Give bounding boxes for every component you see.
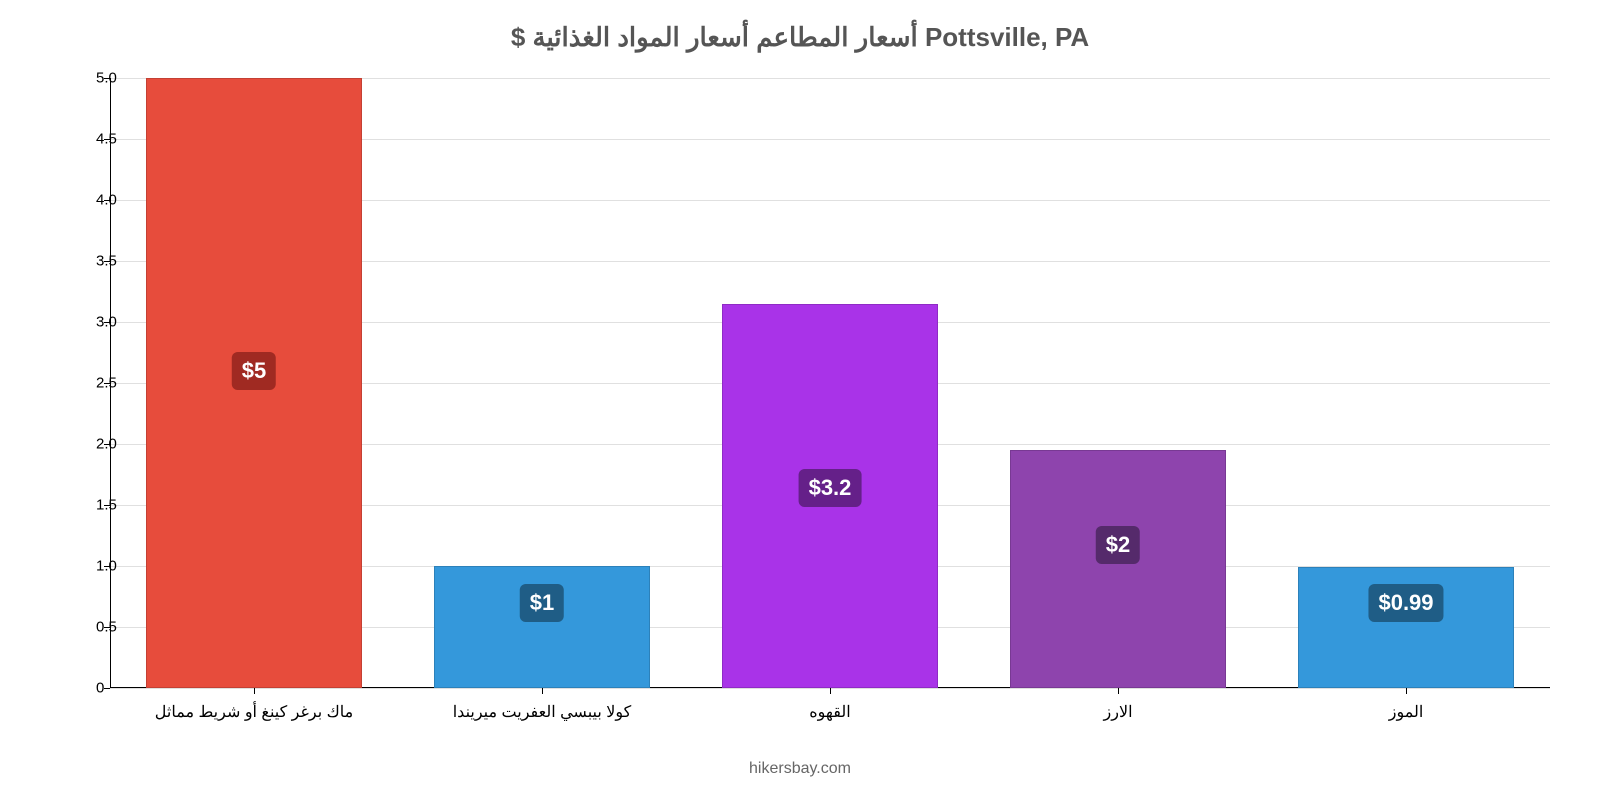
bar-value-badge: $0.99	[1368, 584, 1443, 622]
x-tick-mark	[1118, 688, 1119, 694]
x-tick-mark	[830, 688, 831, 694]
bar-value-badge: $2	[1096, 526, 1140, 564]
y-axis	[110, 78, 111, 688]
plot-area: 00.51.01.52.02.53.03.54.04.55.0$5ماك برغ…	[110, 78, 1550, 688]
x-tick-mark	[542, 688, 543, 694]
x-tick-label: الموز	[1389, 702, 1424, 722]
y-tick-mark	[104, 688, 110, 689]
chart-footer: hikersbay.com	[0, 760, 1600, 778]
x-tick-mark	[1406, 688, 1407, 694]
chart-title: $ أسعار المطاعم أسعار المواد الغذائية Po…	[0, 0, 1600, 53]
x-tick-mark	[254, 688, 255, 694]
bar	[1010, 450, 1226, 688]
bar-value-badge: $5	[232, 352, 276, 390]
x-tick-label: ماك برغر كينغ أو شريط مماثل	[155, 702, 353, 722]
x-tick-label: القهوه	[809, 702, 850, 722]
bar-value-badge: $3.2	[799, 469, 862, 507]
bar-value-badge: $1	[520, 584, 564, 622]
x-tick-label: الارز	[1103, 702, 1132, 722]
chart-container: $ أسعار المطاعم أسعار المواد الغذائية Po…	[0, 0, 1600, 800]
x-tick-label: كولا بيبسي العفريت ميريندا	[453, 702, 632, 722]
